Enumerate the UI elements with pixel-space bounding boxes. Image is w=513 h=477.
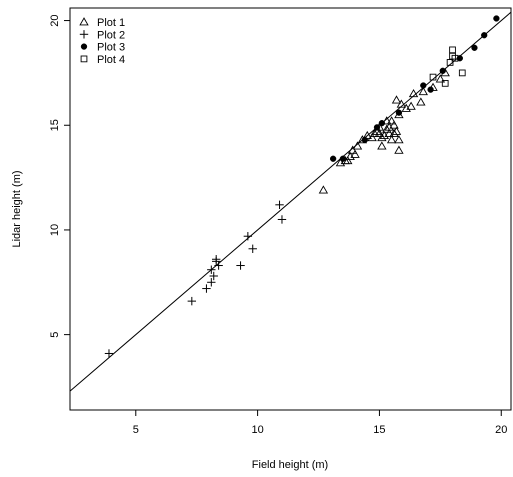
data-point-plot-1-25 [389, 128, 399, 137]
data-point-plot-3-7 [420, 82, 427, 89]
data-point-plot-2-12 [248, 244, 257, 253]
data-point-plot-3-3 [361, 136, 368, 144]
y-axis: 5 10 15 20 [49, 14, 71, 338]
data-point-plot-3-4 [373, 124, 381, 131]
data-point-plot-2-8 [211, 255, 221, 264]
data-point-plot-4-7 [458, 69, 466, 77]
data-point-plot-1-19 [382, 116, 392, 125]
data-point-plot-2-14 [277, 215, 287, 224]
reference-line-1-to-1 [69, 11, 512, 392]
reference-line-layer [69, 11, 512, 392]
data-point-plot-1-31 [394, 135, 404, 144]
data-point-plot-3-6 [395, 109, 403, 116]
data-points-layer [104, 15, 500, 358]
x-tick-label-15: 15 [373, 424, 385, 436]
data-point-plot-4-5 [449, 46, 456, 54]
data-point-plot-1-35 [408, 89, 419, 98]
data-point-plot-1-4 [343, 156, 353, 165]
data-point-plot-2-5 [207, 265, 216, 274]
data-point-plot-2-3 [202, 284, 211, 293]
data-point-plot-1-30 [394, 145, 404, 154]
data-point-plot-1-20 [382, 124, 392, 133]
data-point-plot-2-4 [207, 278, 216, 287]
data-point-plot-3-11 [471, 44, 478, 51]
data-point-plot-1-34 [406, 101, 416, 110]
data-point-plot-1-1 [318, 185, 329, 194]
legend-entry-plot-2: Plot 2 [79, 29, 125, 41]
data-point-plot-2-2 [187, 296, 197, 306]
data-point-plot-1-36 [416, 97, 426, 106]
x-tick-label-20: 20 [495, 424, 507, 436]
data-point-plot-1-39 [435, 74, 446, 83]
data-point-plot-4-2 [441, 80, 449, 87]
data-point-plot-4-1 [429, 73, 437, 81]
data-point-plot-1-28 [391, 126, 402, 135]
data-point-plot-4-6 [451, 54, 459, 62]
data-point-plot-3-8 [427, 86, 434, 93]
series-plot-2 [104, 200, 287, 358]
legend-marker-plot-2 [79, 30, 89, 39]
legend-label-plot-3: Plot 3 [97, 42, 125, 54]
series-plot-1 [318, 68, 450, 194]
data-point-plot-3-12 [481, 32, 488, 39]
data-point-plot-3-5 [378, 120, 386, 127]
data-point-plot-4-4 [449, 52, 456, 60]
y-tick-label-20: 20 [49, 14, 61, 26]
data-point-plot-2-1 [104, 349, 114, 358]
data-point-plot-1-37 [418, 86, 428, 96]
data-point-plot-3-13 [493, 15, 500, 22]
legend-entry-plot-3: Plot 3 [80, 42, 125, 54]
data-point-plot-2-11 [243, 232, 253, 241]
y-tick-label-10: 10 [49, 224, 61, 236]
data-point-plot-3-9 [439, 67, 446, 74]
data-point-plot-2-6 [209, 271, 218, 281]
data-point-plot-1-8 [352, 141, 363, 150]
data-point-plot-1-17 [377, 132, 387, 142]
legend-label-plot-1: Plot 1 [97, 17, 125, 29]
data-point-plot-1-11 [367, 132, 377, 142]
plot-frame [69, 7, 512, 411]
data-point-plot-1-12 [369, 128, 380, 137]
legend-label-plot-4: Plot 4 [97, 54, 125, 66]
y-tick-label-15: 15 [49, 119, 61, 131]
legend-entry-plot-1: Plot 1 [79, 17, 125, 29]
data-point-plot-3-10 [456, 55, 463, 62]
data-point-plot-1-27 [391, 95, 402, 104]
data-point-plot-1-26 [389, 120, 399, 129]
data-point-plot-4-3 [446, 59, 454, 66]
data-point-plot-1-6 [347, 145, 358, 154]
data-point-plot-1-16 [377, 141, 387, 150]
x-axis-label: Field height (m) [252, 459, 328, 471]
data-point-plot-1-23 [386, 116, 397, 125]
data-point-plot-2-13 [275, 200, 284, 210]
x-axis: 5 10 15 20 [133, 409, 507, 436]
y-tick-label-5: 5 [49, 332, 61, 338]
legend-entry-plot-4: Plot 4 [80, 54, 125, 66]
data-point-plot-2-9 [214, 261, 223, 270]
legend-marker-plot-3 [80, 43, 88, 50]
data-point-plot-2-10 [236, 261, 245, 270]
data-point-plot-1-14 [374, 128, 385, 137]
legend-marker-plot-4 [80, 55, 88, 63]
series-plot-3 [329, 15, 500, 162]
data-point-plot-1-32 [396, 99, 407, 108]
data-point-plot-1-7 [350, 149, 360, 158]
x-tick-label-10: 10 [251, 424, 263, 436]
data-point-plot-3-2 [339, 155, 347, 162]
series-plot-4 [429, 46, 466, 87]
legend-label-plot-2: Plot 2 [97, 29, 125, 41]
data-point-plot-1-24 [386, 135, 397, 144]
x-tick-label-5: 5 [133, 424, 139, 436]
legend-marker-plot-1 [79, 17, 89, 26]
y-axis-label: Lidar height (m) [11, 170, 23, 247]
data-point-plot-3-1 [329, 155, 337, 162]
data-point-plot-1-21 [384, 128, 394, 137]
